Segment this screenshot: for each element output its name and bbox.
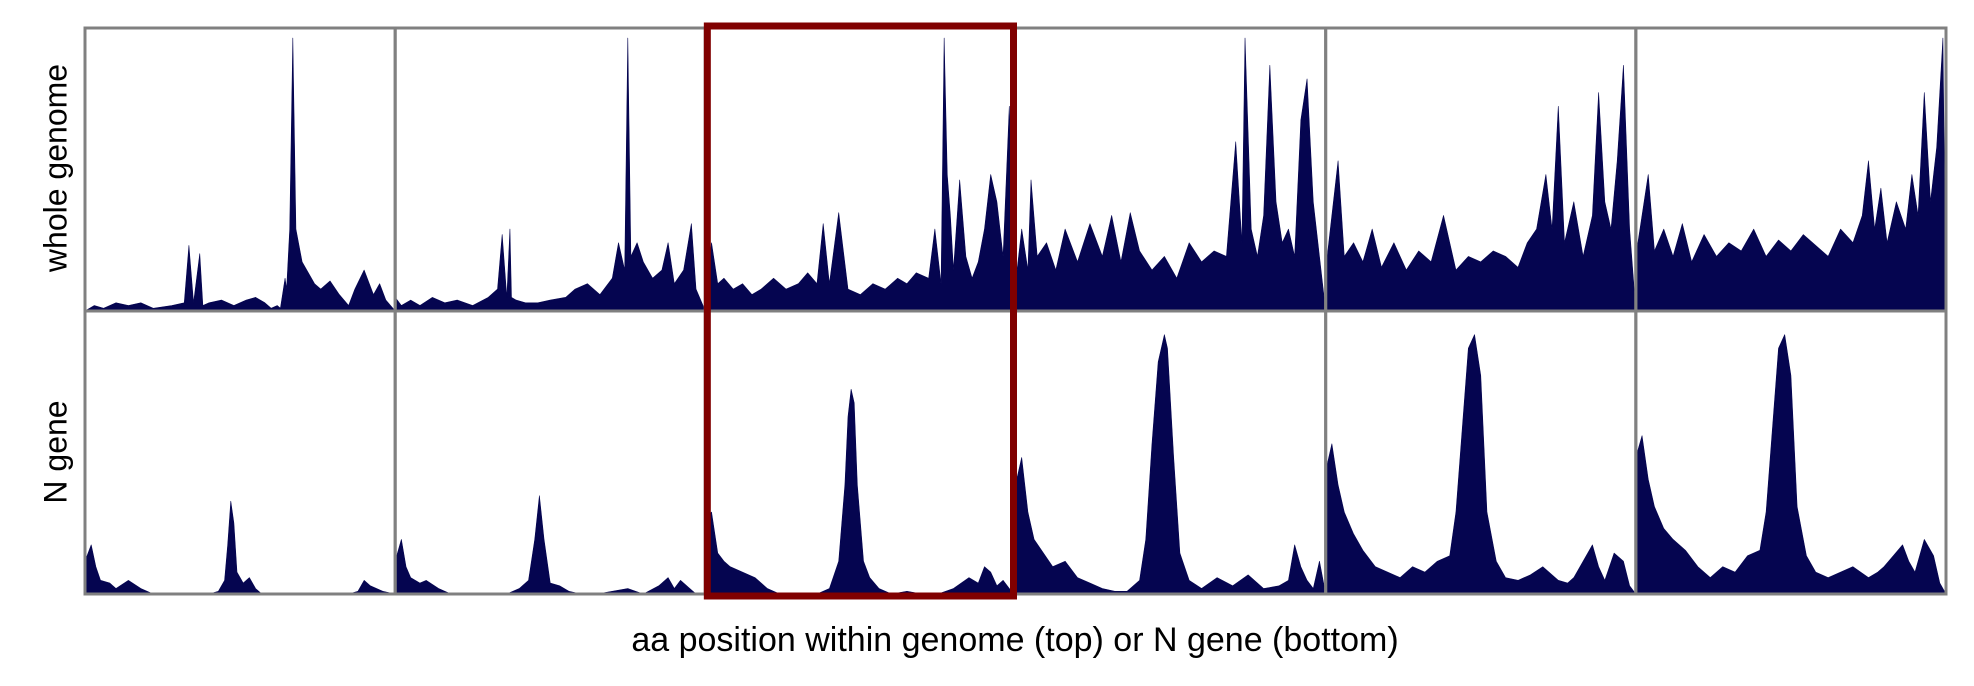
area-n-gene-panel-6: [1635, 334, 1947, 595]
panels-layer: [84, 37, 1947, 595]
row-label-n-gene: N gene: [37, 400, 73, 503]
area-n-gene-panel-1: [84, 500, 396, 595]
area-whole-genome-panel-2: [394, 37, 706, 312]
labels-layer: whole genome N gene aa position within g…: [37, 64, 1398, 659]
area-whole-genome-panel-5: [1325, 65, 1637, 312]
area-whole-genome-panel-6: [1635, 37, 1947, 312]
area-whole-genome-panel-4: [1015, 37, 1326, 312]
highlight-frame: [703, 22, 1018, 600]
panel-frame-n-gene-6: [1634, 309, 1948, 596]
panel-frame-whole-genome-1: [83, 26, 397, 313]
panel-frame-n-gene-1: [83, 309, 397, 596]
panel-frame-n-gene-2: [393, 309, 707, 596]
area-n-gene-panel-3: [705, 388, 1016, 595]
row-label-whole-genome: whole genome: [37, 64, 73, 273]
area-whole-genome-panel-3: [705, 37, 1016, 312]
frames-layer: [83, 22, 1948, 600]
area-n-gene-panel-2: [394, 495, 706, 595]
area-whole-genome-panel-1: [84, 37, 396, 312]
panel-frame-whole-genome-2: [393, 26, 707, 313]
x-axis-label: aa position within genome (top) or N gen…: [631, 621, 1398, 659]
area-n-gene-panel-5: [1325, 334, 1637, 595]
area-n-gene-panel-4: [1015, 334, 1326, 595]
